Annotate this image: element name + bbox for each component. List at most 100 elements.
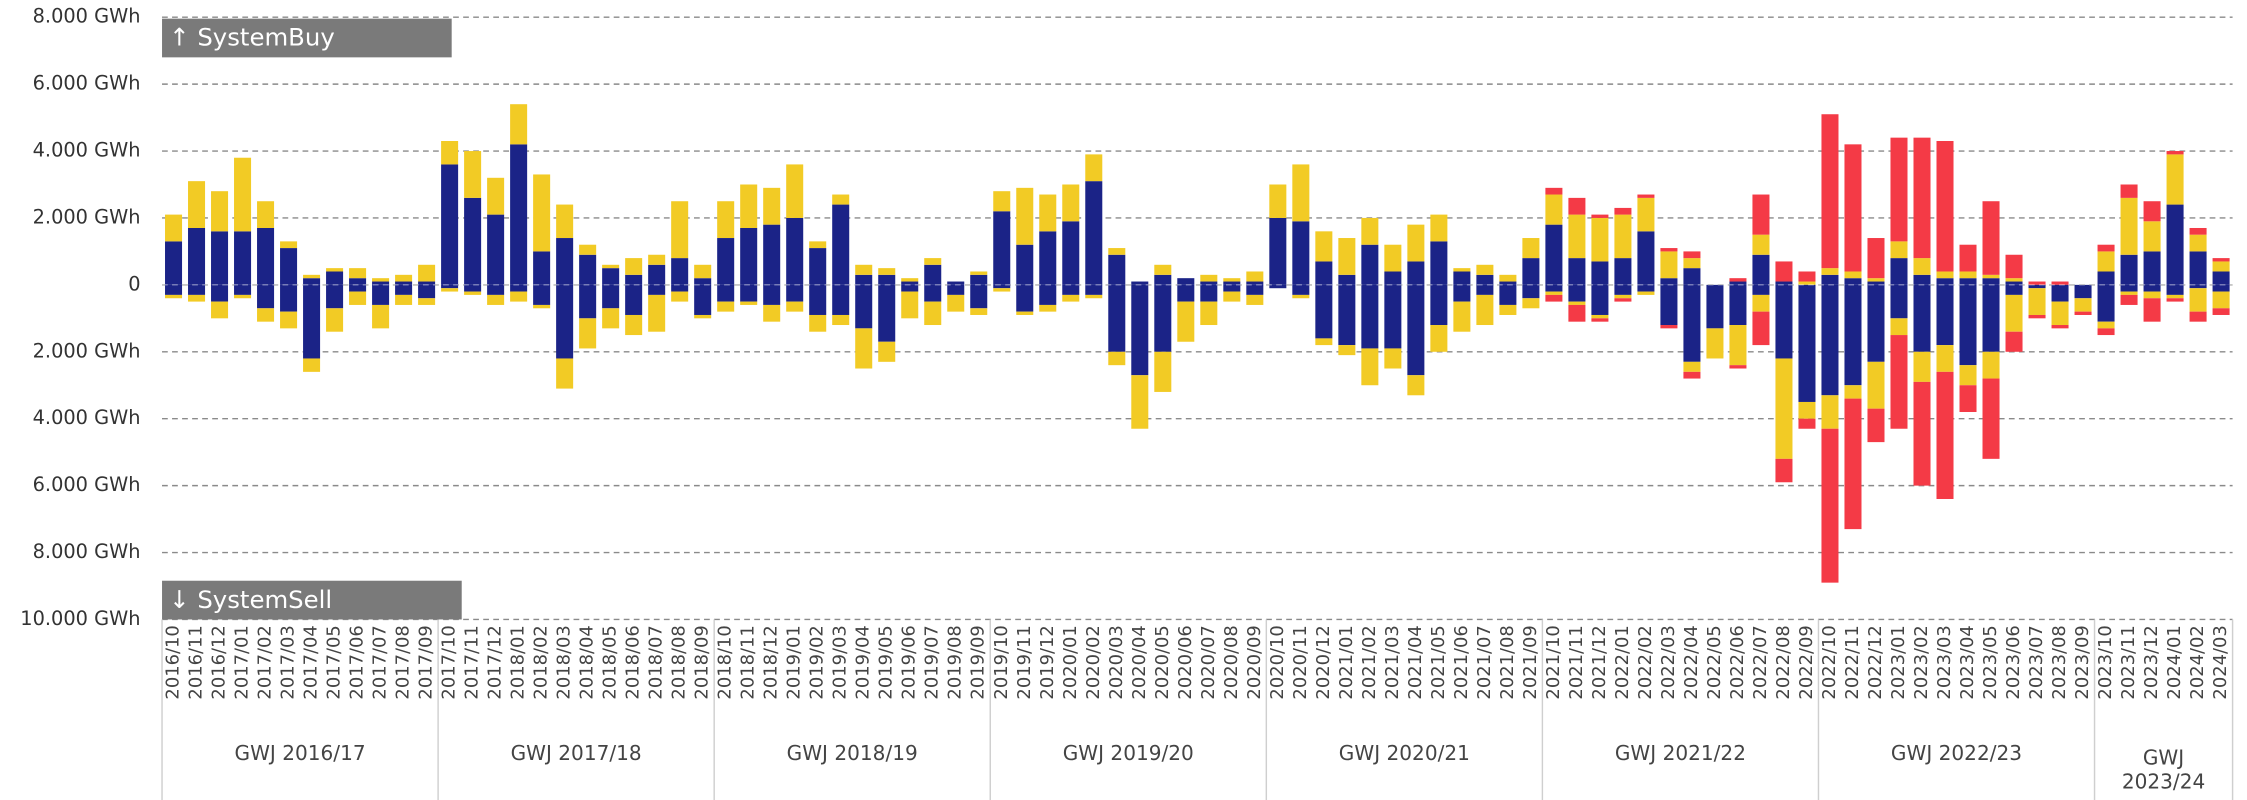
x-tick-label: 2017/07 — [370, 625, 391, 699]
bar — [464, 151, 482, 198]
bar — [1867, 284, 1885, 362]
bar — [1108, 254, 1126, 285]
bar — [878, 268, 896, 275]
bar — [1867, 408, 1885, 443]
bar — [1315, 338, 1333, 346]
bar — [2097, 244, 2115, 252]
bar — [349, 291, 367, 305]
bar — [2051, 301, 2069, 326]
bar — [2120, 254, 2138, 285]
bar — [1683, 371, 1701, 379]
bar — [1660, 248, 1678, 252]
bar — [556, 238, 574, 285]
bar — [165, 241, 183, 285]
y-tick-label: 4.000 GWh — [33, 406, 141, 429]
bar — [1522, 298, 1540, 309]
bar — [1798, 284, 1816, 402]
bar — [1798, 271, 1816, 282]
bar — [1384, 348, 1402, 369]
bar — [464, 291, 482, 295]
bar — [1729, 284, 1747, 326]
bar — [717, 301, 735, 312]
group-label: GWJ 2016/17 — [234, 742, 366, 766]
bar — [1798, 281, 1816, 285]
bar — [579, 244, 597, 255]
bar — [763, 304, 781, 322]
bar — [1522, 238, 1540, 259]
bar — [1936, 278, 1954, 285]
bar — [970, 274, 988, 285]
bar — [671, 201, 689, 259]
bar — [1982, 278, 2000, 285]
x-tick-label: 2022/06 — [1727, 625, 1748, 699]
bar — [947, 281, 965, 285]
bar — [579, 318, 597, 349]
bar — [1913, 381, 1931, 486]
x-tick-label: 2017/10 — [439, 625, 460, 699]
bar — [2074, 298, 2092, 312]
bar — [1476, 274, 1494, 285]
bar — [924, 284, 942, 302]
x-tick-label: 2023/07 — [2026, 625, 2047, 699]
bar — [579, 284, 597, 319]
bar — [510, 291, 528, 302]
bar — [487, 284, 505, 295]
bar — [1913, 284, 1931, 352]
bar — [1223, 281, 1241, 285]
bar — [1890, 258, 1908, 285]
bar — [2166, 298, 2184, 302]
bar — [1890, 241, 1908, 259]
x-tick-label: 2021/08 — [1497, 625, 1518, 699]
bar — [1108, 248, 1126, 255]
bar — [2189, 311, 2207, 322]
x-tick-label: 2022/02 — [1635, 625, 1656, 699]
bar — [1936, 284, 1954, 346]
bar — [625, 314, 643, 336]
bar — [188, 181, 206, 228]
x-tick-label: 2019/04 — [853, 625, 874, 699]
x-tick-label: 2018/02 — [531, 625, 552, 699]
bar — [1131, 281, 1149, 285]
bar — [211, 191, 229, 232]
bar — [1522, 258, 1540, 285]
bar — [1269, 217, 1287, 285]
bar — [280, 311, 298, 329]
x-tick-label: 2020/07 — [1198, 625, 1219, 699]
x-tick-label: 2023/09 — [2072, 625, 2093, 699]
x-tick-label: 2019/06 — [899, 625, 920, 699]
bar — [1660, 251, 1678, 279]
bar — [786, 164, 804, 218]
bar — [1890, 318, 1908, 336]
group-label: GWJ 2023/24 — [2121, 747, 2206, 795]
bar — [2166, 204, 2184, 285]
x-tick-label: 2021/04 — [1405, 625, 1426, 699]
annotation: ↑ SystemBuy — [169, 23, 335, 52]
bar — [1936, 345, 1954, 372]
bar — [1591, 284, 1609, 315]
bar — [2051, 281, 2069, 285]
bar — [1591, 214, 1609, 218]
bar — [1844, 284, 1862, 386]
x-tick-label: 2018/09 — [692, 625, 713, 699]
bar — [1752, 311, 1770, 346]
bar — [1269, 184, 1287, 218]
y-tick-label: 2.000 GWh — [33, 205, 141, 228]
bar — [947, 294, 965, 312]
bar — [1499, 274, 1517, 282]
x-tick-label: 2021/11 — [1566, 625, 1587, 699]
bar — [625, 258, 643, 275]
bar — [2143, 221, 2161, 252]
bar — [165, 294, 183, 299]
bar — [326, 271, 344, 285]
group-label: GWJ 2021/22 — [1614, 742, 1746, 766]
group-label: GWJ 2020/21 — [1338, 742, 1470, 766]
bar — [717, 238, 735, 285]
bar — [2005, 278, 2023, 282]
bar — [2051, 284, 2069, 302]
x-tick-label: 2018/06 — [623, 625, 644, 699]
bar — [303, 274, 321, 279]
bar — [2097, 328, 2115, 336]
bar — [556, 284, 574, 359]
bar — [165, 214, 183, 242]
